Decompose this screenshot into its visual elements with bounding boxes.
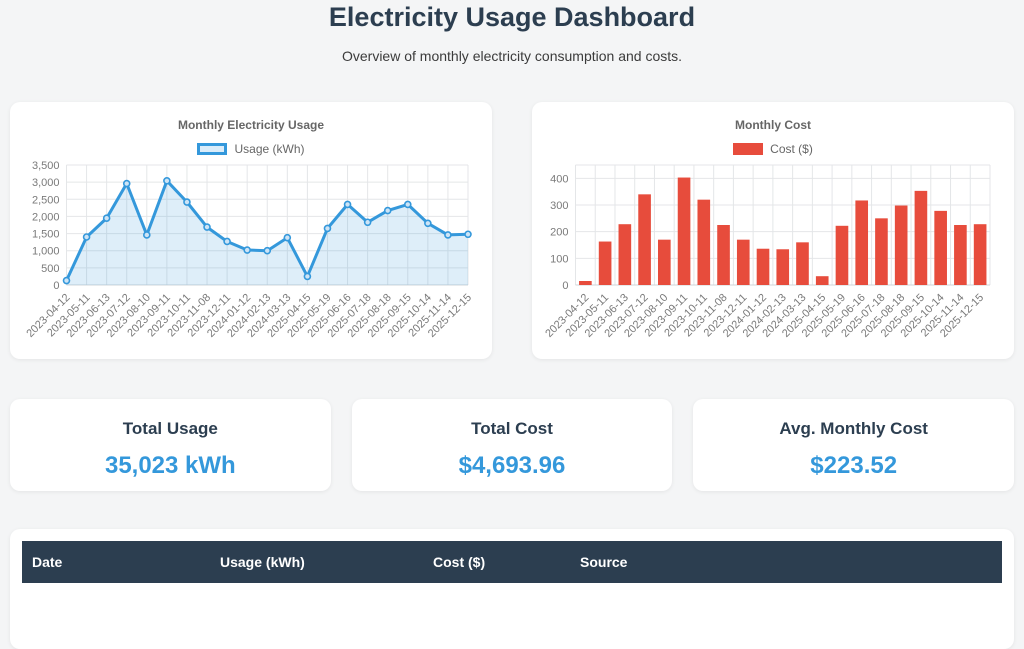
- avg-monthly-cost-value: $223.52: [810, 452, 898, 479]
- cost-legend-swatch: [733, 143, 764, 155]
- total-cost-label: Total Cost: [471, 419, 553, 438]
- cost-chart-legend[interactable]: Cost ($): [548, 142, 998, 156]
- svg-text:500: 500: [41, 263, 59, 275]
- stat-card-avg-monthly-cost: Avg. Monthly Cost $223.52: [693, 399, 1015, 491]
- usage-chart-title: Monthly Electricity Usage: [177, 118, 325, 132]
- svg-text:0: 0: [562, 280, 568, 292]
- col-header-source: Source: [570, 541, 1002, 583]
- usage-legend-label: Usage (kWh): [234, 142, 305, 156]
- svg-text:1,500: 1,500: [32, 229, 60, 241]
- cost-bar-chart[interactable]: 01002003004002023-04-122023-05-112023-06…: [543, 161, 998, 345]
- cost-legend-label: Cost ($): [770, 142, 813, 156]
- svg-text:2,000: 2,000: [32, 211, 60, 223]
- table-header-row: Date Usage (kWh) Cost ($) Source: [22, 541, 1002, 583]
- stats-row: Total Usage 35,023 kWh Total Cost $4,693…: [10, 399, 1015, 491]
- usage-line-chart[interactable]: 05001,0001,5002,0002,5003,0003,5002023-0…: [24, 160, 476, 345]
- avg-monthly-cost-label: Avg. Monthly Cost: [779, 419, 928, 438]
- readings-table-card: Date Usage (kWh) Cost ($) Source: [10, 529, 1014, 649]
- usage-chart-card: Monthly Electricity Usage Usage (kWh) 0 5…: [10, 102, 492, 359]
- svg-text:100: 100: [550, 253, 568, 265]
- col-header-usage: Usage (kWh): [210, 541, 423, 583]
- cost-chart-title: Monthly Cost: [735, 118, 811, 132]
- page-title: Electricity Usage Dashboard: [328, 2, 696, 32]
- page-header: Electricity Usage Dashboard Overview of …: [10, 0, 1014, 64]
- svg-text:400: 400: [550, 173, 568, 185]
- svg-text:0: 0: [53, 280, 59, 292]
- total-cost-value: $4,693.96: [458, 452, 566, 479]
- stat-card-total-usage: Total Usage 35,023 kWh: [10, 399, 331, 491]
- total-usage-value: 35,023 kWh: [104, 452, 236, 479]
- stat-card-total-cost: Total Cost $4,693.96: [351, 399, 673, 491]
- svg-text:300: 300: [550, 200, 568, 212]
- total-usage-label: Total Usage: [122, 419, 218, 438]
- col-header-cost: Cost ($): [423, 541, 570, 583]
- usage-chart-legend[interactable]: Usage (kWh): [26, 142, 476, 156]
- svg-text:3,500: 3,500: [32, 160, 60, 172]
- page-subtitle: Overview of monthly electricity consumpt…: [341, 48, 683, 64]
- svg-text:1,000: 1,000: [32, 246, 60, 258]
- readings-table-header: Date Usage (kWh) Cost ($) Source: [22, 541, 1002, 583]
- usage-legend-swatch: [197, 143, 228, 155]
- charts-row: Monthly Electricity Usage Usage (kWh) 0 5…: [10, 102, 1014, 359]
- svg-text:2,500: 2,500: [32, 194, 60, 206]
- col-header-date: Date: [22, 541, 210, 583]
- readings-table: Date Usage (kWh) Cost ($) Source: [22, 541, 1002, 583]
- cost-chart-card: Monthly Cost Cost ($) 0 100 200 300 400 2023-…: [532, 102, 1014, 359]
- svg-text:200: 200: [550, 227, 568, 239]
- svg-text:3,000: 3,000: [32, 177, 60, 189]
